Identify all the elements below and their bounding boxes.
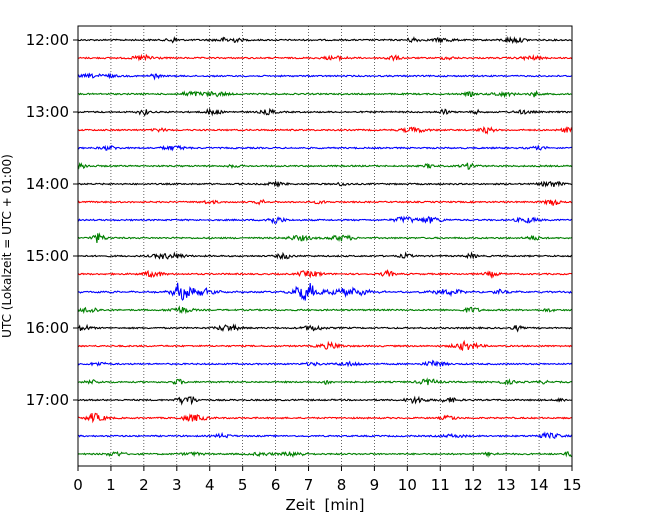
seismogram-trace [77, 215, 573, 225]
seismogram-trace [77, 431, 573, 440]
seismogram-trace [77, 161, 573, 170]
seismogram-trace [77, 144, 573, 152]
seismogram-trace [77, 395, 573, 406]
x-tick-label: 11 [431, 476, 450, 494]
seismogram-trace [77, 412, 573, 424]
x-tick-label: 5 [238, 476, 248, 494]
x-axis: 0 1 2 3 4 5 6 7 8 9 10 11 12 13 14 15 [73, 466, 582, 494]
x-tick-label: 3 [172, 476, 182, 494]
seismogram-trace [77, 89, 573, 99]
seismogram-trace [77, 35, 573, 44]
seismogram-trace [77, 72, 573, 81]
seismogram-trace [77, 126, 573, 135]
y-axis: 12:00 13:00 14:00 15:00 16:00 17:00 [26, 31, 78, 409]
seismogram-trace [77, 323, 573, 333]
x-tick-label: 0 [73, 476, 83, 494]
seismogram-trace [77, 339, 573, 352]
seismogram-trace [77, 251, 573, 261]
seismogram-trace [77, 198, 573, 206]
x-tick-label: 12 [464, 476, 483, 494]
y-tick-label: 14:00 [26, 175, 69, 193]
y-tick-label: 16:00 [26, 319, 69, 337]
x-tick-label: 6 [271, 476, 281, 494]
x-tick-label: 7 [304, 476, 314, 494]
plot-frame [77, 25, 573, 467]
x-tick-label: 1 [106, 476, 116, 494]
x-tick-label: 13 [497, 476, 516, 494]
seismogram-trace [77, 282, 573, 301]
x-tick-label: 14 [530, 476, 549, 494]
seismogram-traces [77, 35, 573, 458]
x-tick-label: 15 [562, 476, 581, 494]
x-tick-label: 4 [205, 476, 215, 494]
y-tick-label: 12:00 [26, 31, 69, 49]
y-tick-label: 15:00 [26, 247, 69, 265]
seismogram-trace [77, 53, 573, 63]
x-axis-title: Zeit [min] [285, 496, 364, 514]
seismogram-trace [77, 450, 573, 458]
seismogram-trace [77, 377, 573, 386]
seismogram-trace [77, 232, 573, 243]
x-tick-label: 2 [139, 476, 149, 494]
y-tick-label: 13:00 [26, 103, 69, 121]
seismogram-trace [77, 269, 573, 279]
seismogram-trace [77, 359, 573, 368]
seismogram-trace [77, 305, 573, 315]
seismogram-trace [77, 179, 573, 188]
y-tick-label: 17:00 [26, 391, 69, 409]
x-tick-label: 8 [337, 476, 347, 494]
x-tick-label: 9 [370, 476, 380, 494]
x-tick-label: 10 [398, 476, 417, 494]
seismogram-trace [77, 107, 573, 117]
y-axis-title: UTC (Lokalzeit = UTC + 01:00) [0, 154, 14, 338]
